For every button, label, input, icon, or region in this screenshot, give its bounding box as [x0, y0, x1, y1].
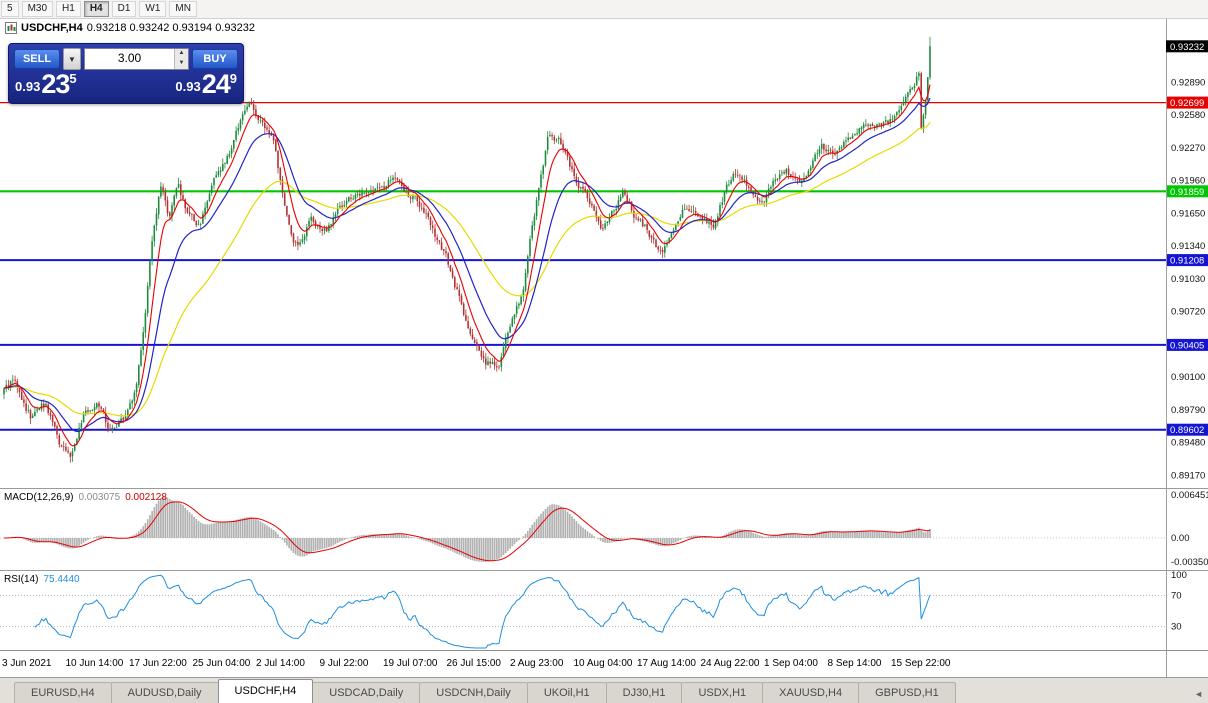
- svg-text:0.006451: 0.006451: [1171, 490, 1208, 501]
- rsi-name: RSI(14): [4, 574, 39, 585]
- svg-text:0.91859: 0.91859: [1170, 187, 1204, 198]
- time-label: 26 Jul 15:00: [446, 658, 502, 669]
- rsi-value: 75.4440: [43, 574, 80, 585]
- buy-button[interactable]: BUY: [192, 49, 238, 69]
- macd-signal-value: 0.002128: [125, 492, 167, 503]
- svg-text:0.92270: 0.92270: [1171, 143, 1205, 154]
- macd-indicator-panel: 0.006451 0.00 -0.00350: [0, 488, 1208, 570]
- timeframe-button-m30[interactable]: M30: [21, 1, 54, 17]
- time-label: 2 Jul 14:00: [256, 658, 305, 669]
- timeframe-toolbar: 5 M30 H1 H4 D1 W1 MN: [0, 0, 1208, 19]
- rsi-label: RSI(14) 75.4440: [4, 574, 80, 585]
- macd-name: MACD(12,26,9): [4, 492, 74, 503]
- time-label: 10 Jun 14:00: [65, 658, 124, 669]
- chart-tab-ukoil-h1[interactable]: UKOil,H1: [526, 682, 607, 703]
- timeframe-button-5[interactable]: 5: [1, 1, 19, 17]
- time-label: 1 Sep 04:00: [764, 658, 818, 669]
- tab-scroll-controls: ◄ ►: [1194, 689, 1208, 699]
- one-click-trading-panel: SELL ▼ 3.00 ▲ ▼ BUY 0.93 23 5: [8, 43, 244, 104]
- svg-text:0.91650: 0.91650: [1171, 208, 1205, 219]
- svg-text:0.90100: 0.90100: [1171, 372, 1205, 383]
- timeframe-button-h1[interactable]: H1: [56, 1, 81, 17]
- sell-button[interactable]: SELL: [14, 49, 60, 69]
- svg-text:0.90720: 0.90720: [1171, 307, 1205, 318]
- tab-scroll-left-icon[interactable]: ◄: [1194, 689, 1204, 699]
- time-label: 3 Jun 2021: [2, 658, 52, 669]
- time-label: 9 Jul 22:00: [319, 658, 369, 669]
- chart-tab-eurusd-h4[interactable]: EURUSD,H4: [14, 682, 112, 703]
- svg-text:0.89602: 0.89602: [1170, 425, 1204, 436]
- svg-text:0.89170: 0.89170: [1171, 470, 1205, 481]
- volume-stepper: ▲ ▼: [174, 49, 188, 69]
- svg-text:0.92890: 0.92890: [1171, 77, 1205, 88]
- svg-text:0.91340: 0.91340: [1171, 241, 1205, 252]
- chart-tab-usdcad-daily[interactable]: USDCAD,Daily: [312, 682, 421, 703]
- time-label: 17 Aug 14:00: [637, 658, 696, 669]
- time-axis[interactable]: 3 Jun 2021 10 Jun 14:00 17 Jun 22:00 25 Jun…: [0, 650, 1208, 678]
- time-label: 10 Aug 04:00: [573, 658, 633, 669]
- chevron-down-icon: ▼: [68, 54, 76, 64]
- time-label: 19 Jul 07:00: [383, 658, 438, 669]
- svg-text:0.93232: 0.93232: [1170, 42, 1204, 53]
- chart-ohlc-values: 0.93218 0.93242 0.93194 0.93232: [86, 22, 255, 34]
- time-label: 2 Aug 23:00: [510, 658, 564, 669]
- svg-text:30: 30: [1171, 622, 1182, 633]
- chart-symbol-label: USDCHF,H4: [21, 22, 83, 34]
- chart-tab-usdchf-h4[interactable]: USDCHF,H4: [217, 679, 314, 703]
- svg-text:-0.00350: -0.00350: [1171, 557, 1208, 568]
- rsi-indicator-panel: 100 70 30: [0, 570, 1208, 650]
- order-type-dropdown[interactable]: ▼: [63, 48, 81, 70]
- volume-decrease-button[interactable]: ▼: [175, 59, 188, 69]
- svg-text:0.89480: 0.89480: [1171, 438, 1205, 449]
- svg-text:0.92699: 0.92699: [1170, 98, 1204, 109]
- chart-title: USDCHF,H4 0.93218 0.93242 0.93194 0.9323…: [5, 22, 255, 34]
- svg-text:70: 70: [1171, 590, 1182, 601]
- svg-text:0.91208: 0.91208: [1170, 256, 1204, 267]
- timeframe-button-h4[interactable]: H4: [83, 1, 109, 17]
- svg-text:0.91030: 0.91030: [1171, 274, 1205, 285]
- svg-text:0.90405: 0.90405: [1170, 340, 1204, 351]
- svg-text:0.00: 0.00: [1171, 533, 1190, 544]
- svg-text:100: 100: [1171, 570, 1187, 581]
- chart-tab-usdcnh-daily[interactable]: USDCNH,Daily: [419, 682, 528, 703]
- time-label: 25 Jun 04:00: [192, 658, 251, 669]
- time-label: 15 Sep 22:00: [891, 658, 951, 669]
- time-label: 24 Aug 22:00: [700, 658, 760, 669]
- macd-chart[interactable]: 0.006451 0.00 -0.00350: [0, 488, 1208, 570]
- volume-increase-button[interactable]: ▲: [175, 49, 188, 59]
- volume-field[interactable]: 3.00 ▲ ▼: [84, 48, 189, 70]
- svg-text:0.92580: 0.92580: [1171, 110, 1205, 121]
- timeframe-button-d1[interactable]: D1: [111, 1, 137, 17]
- rsi-chart[interactable]: 100 70 30: [0, 570, 1208, 650]
- price-chart-panel: 0.92890 0.92580 0.92270 0.91960 0.91650 0.913…: [0, 18, 1208, 488]
- macd-label: MACD(12,26,9) 0.003075 0.002128: [4, 492, 167, 503]
- buy-price: 0.93 24 9: [175, 69, 237, 99]
- time-label: 17 Jun 22:00: [129, 658, 187, 669]
- timeframe-button-w1[interactable]: W1: [139, 1, 167, 17]
- chart-tab-gbpusd-h1[interactable]: GBPUSD,H1: [858, 682, 956, 703]
- chart-tab-bar: EURUSD,H4 AUDUSD,Daily USDCHF,H4 USDCAD,Dai…: [0, 677, 1208, 703]
- axis-separator: [1166, 651, 1167, 678]
- chart-icon: [5, 22, 17, 34]
- sell-price: 0.93 23 5: [15, 69, 77, 99]
- chart-tab-audusd-daily[interactable]: AUDUSD,Daily: [110, 682, 219, 703]
- time-label: 8 Sep 14:00: [827, 658, 882, 669]
- chart-tab-xauusd-h4[interactable]: XAUUSD,H4: [762, 682, 860, 703]
- volume-value[interactable]: 3.00: [117, 51, 142, 65]
- chart-tab-dj30-h1[interactable]: DJ30,H1: [605, 682, 683, 703]
- svg-text:0.89790: 0.89790: [1171, 405, 1205, 416]
- svg-text:0.91960: 0.91960: [1171, 176, 1205, 187]
- timeframe-button-mn[interactable]: MN: [169, 1, 197, 17]
- macd-main-value: 0.003075: [78, 492, 121, 503]
- chart-tab-usdx-h1[interactable]: USDX,H1: [681, 682, 764, 703]
